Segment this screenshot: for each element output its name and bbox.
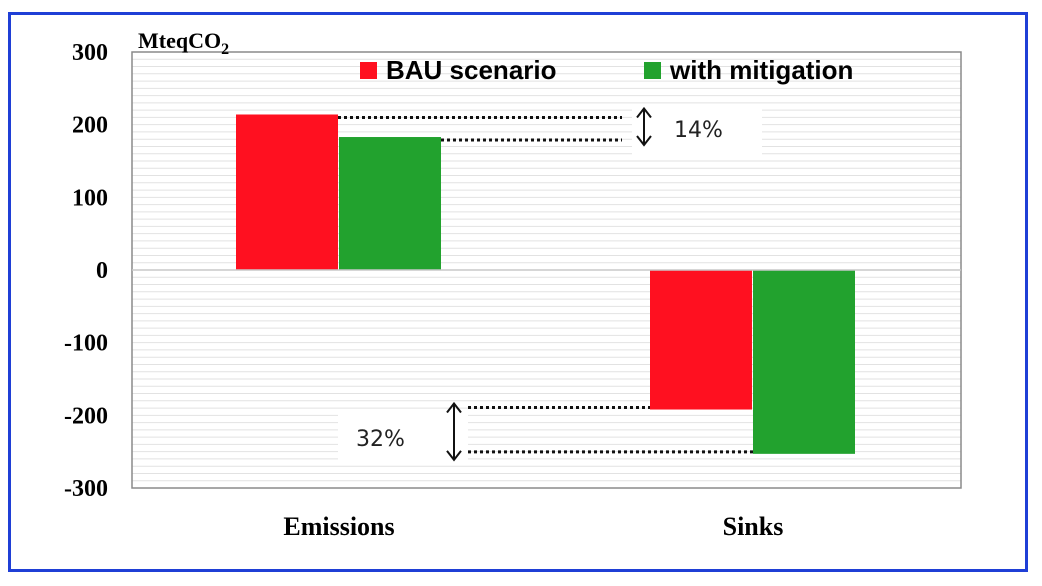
bar [650,270,752,410]
y-tick-label: 200 [72,113,108,139]
double-arrow-head [636,135,652,147]
annotation-label: 32% [356,427,405,452]
y-tick-label: 100 [72,185,108,211]
x-category-label: Sinks [723,512,784,541]
y-axis-unit: MteqCO2 [138,28,229,58]
chart-frame [8,12,1028,572]
double-arrow-head [446,450,462,462]
bar [753,270,855,454]
y-tick-label: -200 [64,403,108,429]
x-axis-categories: Emissions Sinks [283,512,783,541]
y-tick-label: -100 [64,331,108,357]
annotation-label: 14% [674,118,723,143]
double-arrow-head [636,106,652,119]
legend-swatch [644,62,661,79]
annotations: 14% 32% [338,104,762,462]
y-axis-ticks: 300 200 100 0 -100 -200 -300 [64,40,108,502]
bars [236,114,855,454]
legend-swatch [360,62,377,79]
annotation-box [338,410,468,462]
legend: BAU scenario with mitigation [360,55,853,85]
double-arrow-head [446,401,462,414]
legend-label: BAU scenario [386,55,557,85]
x-category-label: Emissions [283,512,394,541]
y-tick-label: 0 [96,258,108,284]
legend-label: with mitigation [669,55,853,85]
bar [339,137,441,270]
y-tick-label: -300 [64,476,108,502]
annotation-box [632,104,762,156]
y-tick-label: 300 [72,40,108,66]
bar [236,114,338,270]
